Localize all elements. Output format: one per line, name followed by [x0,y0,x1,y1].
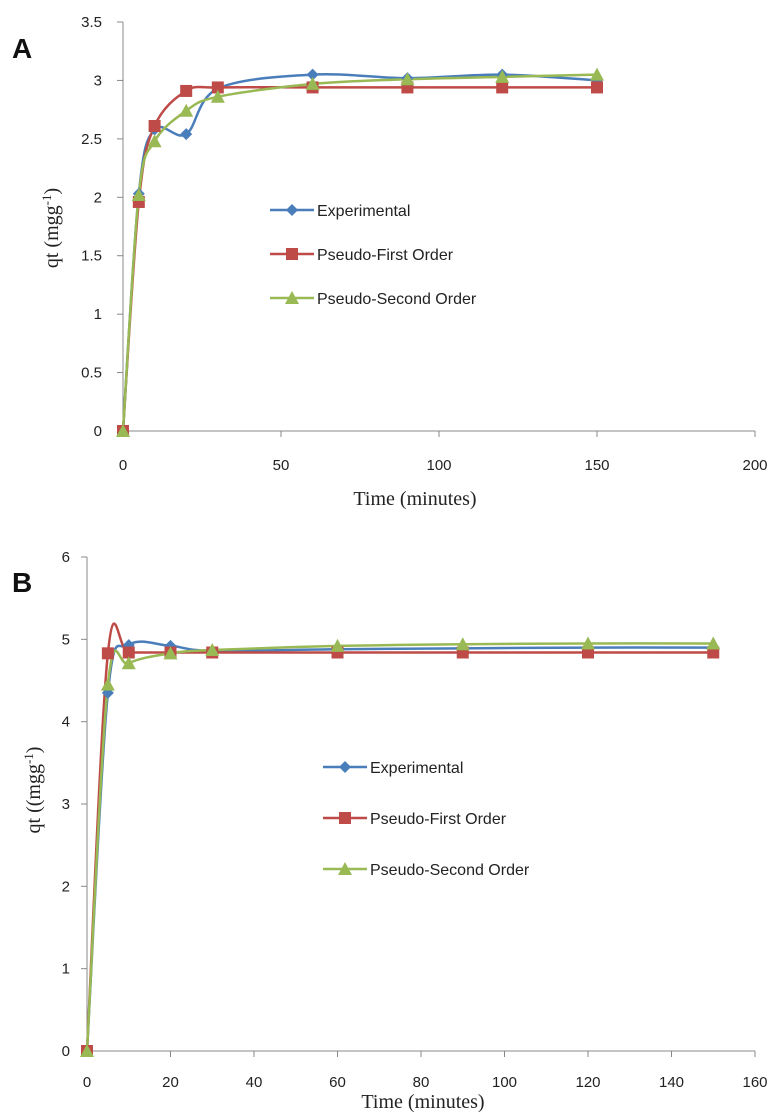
data-point [205,643,220,657]
legend-label: Pseudo-First Order [370,811,507,828]
legend-marker [286,248,298,260]
data-point [147,134,162,148]
data-point [131,187,146,201]
y-tick-label: 2 [62,878,70,895]
y-tick-label: 6 [62,549,70,566]
y-tick-label: 0 [62,1043,70,1060]
y-axis-title-a: qt (mgg-1) [39,188,63,268]
y-tick-label: 4 [62,714,70,731]
x-tick-label: 40 [246,1074,263,1091]
y-tick-label: 2.5 [81,131,102,148]
x-tick-label: 60 [329,1074,346,1091]
x-tick-label: 160 [742,1074,767,1091]
data-point [330,638,345,652]
x-tick-label: 120 [575,1074,600,1091]
series-line [85,622,714,1052]
x-tick-label: 100 [492,1074,517,1091]
data-point [582,646,594,659]
x-tick-label: 0 [119,457,127,474]
x-tick-label: 50 [273,457,290,474]
legend-marker [339,761,351,773]
x-tick-label: 80 [413,1074,430,1091]
y-tick-label: 2 [94,189,102,206]
y-tick-label: 1 [94,306,102,323]
data-point [211,81,224,94]
y-axis-title-b: qt ((mgg-1) [21,747,45,834]
legend-label: Experimental [317,203,410,220]
x-tick-label: 0 [83,1074,91,1091]
data-point [305,76,320,90]
legend-a: Experimental Pseudo-First Order Pseudo-Sec… [270,203,477,308]
series-b [80,622,721,1057]
data-point [210,89,225,103]
tick-labels-a: 0 0.5 1 1.5 2 2.5 3 3.5 0 50 100 150 200 [81,14,767,474]
y-tick-label: 1 [62,961,70,978]
data-point [122,646,135,659]
y-tick-label: 1.5 [81,248,102,265]
data-point [100,677,115,691]
y-tick-label: 3 [62,796,70,813]
y-tick-label: 5 [62,631,70,648]
x-tick-label: 20 [162,1074,179,1091]
data-point [179,103,194,117]
legend-label: Pseudo-Second Order [317,291,477,308]
chart-panel-a: A 0 0.5 1 1.5 2 2.5 3 3.5 0 50 100 150 200 Experimen… [12,14,768,510]
data-point [591,81,603,94]
y-tick-label: 3 [94,72,102,89]
legend-label: Pseudo-First Order [317,247,454,264]
legend-label: Pseudo-Second Order [370,862,530,879]
legend-marker [338,862,352,875]
x-axis-title-b: Time (minutes) [361,1091,484,1112]
panel-label-a: A [12,33,32,64]
data-point [495,69,510,83]
data-point [80,1044,94,1057]
y-tick-label: 0.5 [81,365,102,382]
series-a [116,67,604,437]
data-point [400,72,415,86]
legend-label: Experimental [370,760,463,777]
data-point [496,81,509,94]
data-point [148,120,161,133]
data-point [116,424,130,437]
x-axis-title-a: Time (minutes) [353,488,476,510]
data-point [306,68,319,81]
data-point [707,646,720,659]
axes-a [117,21,756,437]
data-point [121,656,136,670]
x-tick-label: 100 [426,457,451,474]
x-tick-label: 140 [659,1074,684,1091]
legend-marker [286,204,298,216]
axes-b [81,556,756,1057]
series-line [85,642,714,1052]
legend-b: Experimental Pseudo-First Order Pseudo-Sec… [323,760,530,879]
panel-label-b: B [12,567,32,598]
y-tick-label: 3.5 [81,14,102,31]
x-tick-label: 200 [742,457,767,474]
data-point [163,646,178,660]
y-tick-label: 0 [94,423,102,440]
data-point [180,128,193,141]
data-point [581,636,595,650]
data-point [706,636,721,650]
x-tick-label: 150 [584,457,609,474]
legend-marker [339,812,351,824]
series-line [85,640,714,1052]
legend-marker [285,291,299,304]
data-point [180,84,193,97]
data-point [590,67,604,81]
data-point [101,647,114,660]
data-point [455,637,470,651]
